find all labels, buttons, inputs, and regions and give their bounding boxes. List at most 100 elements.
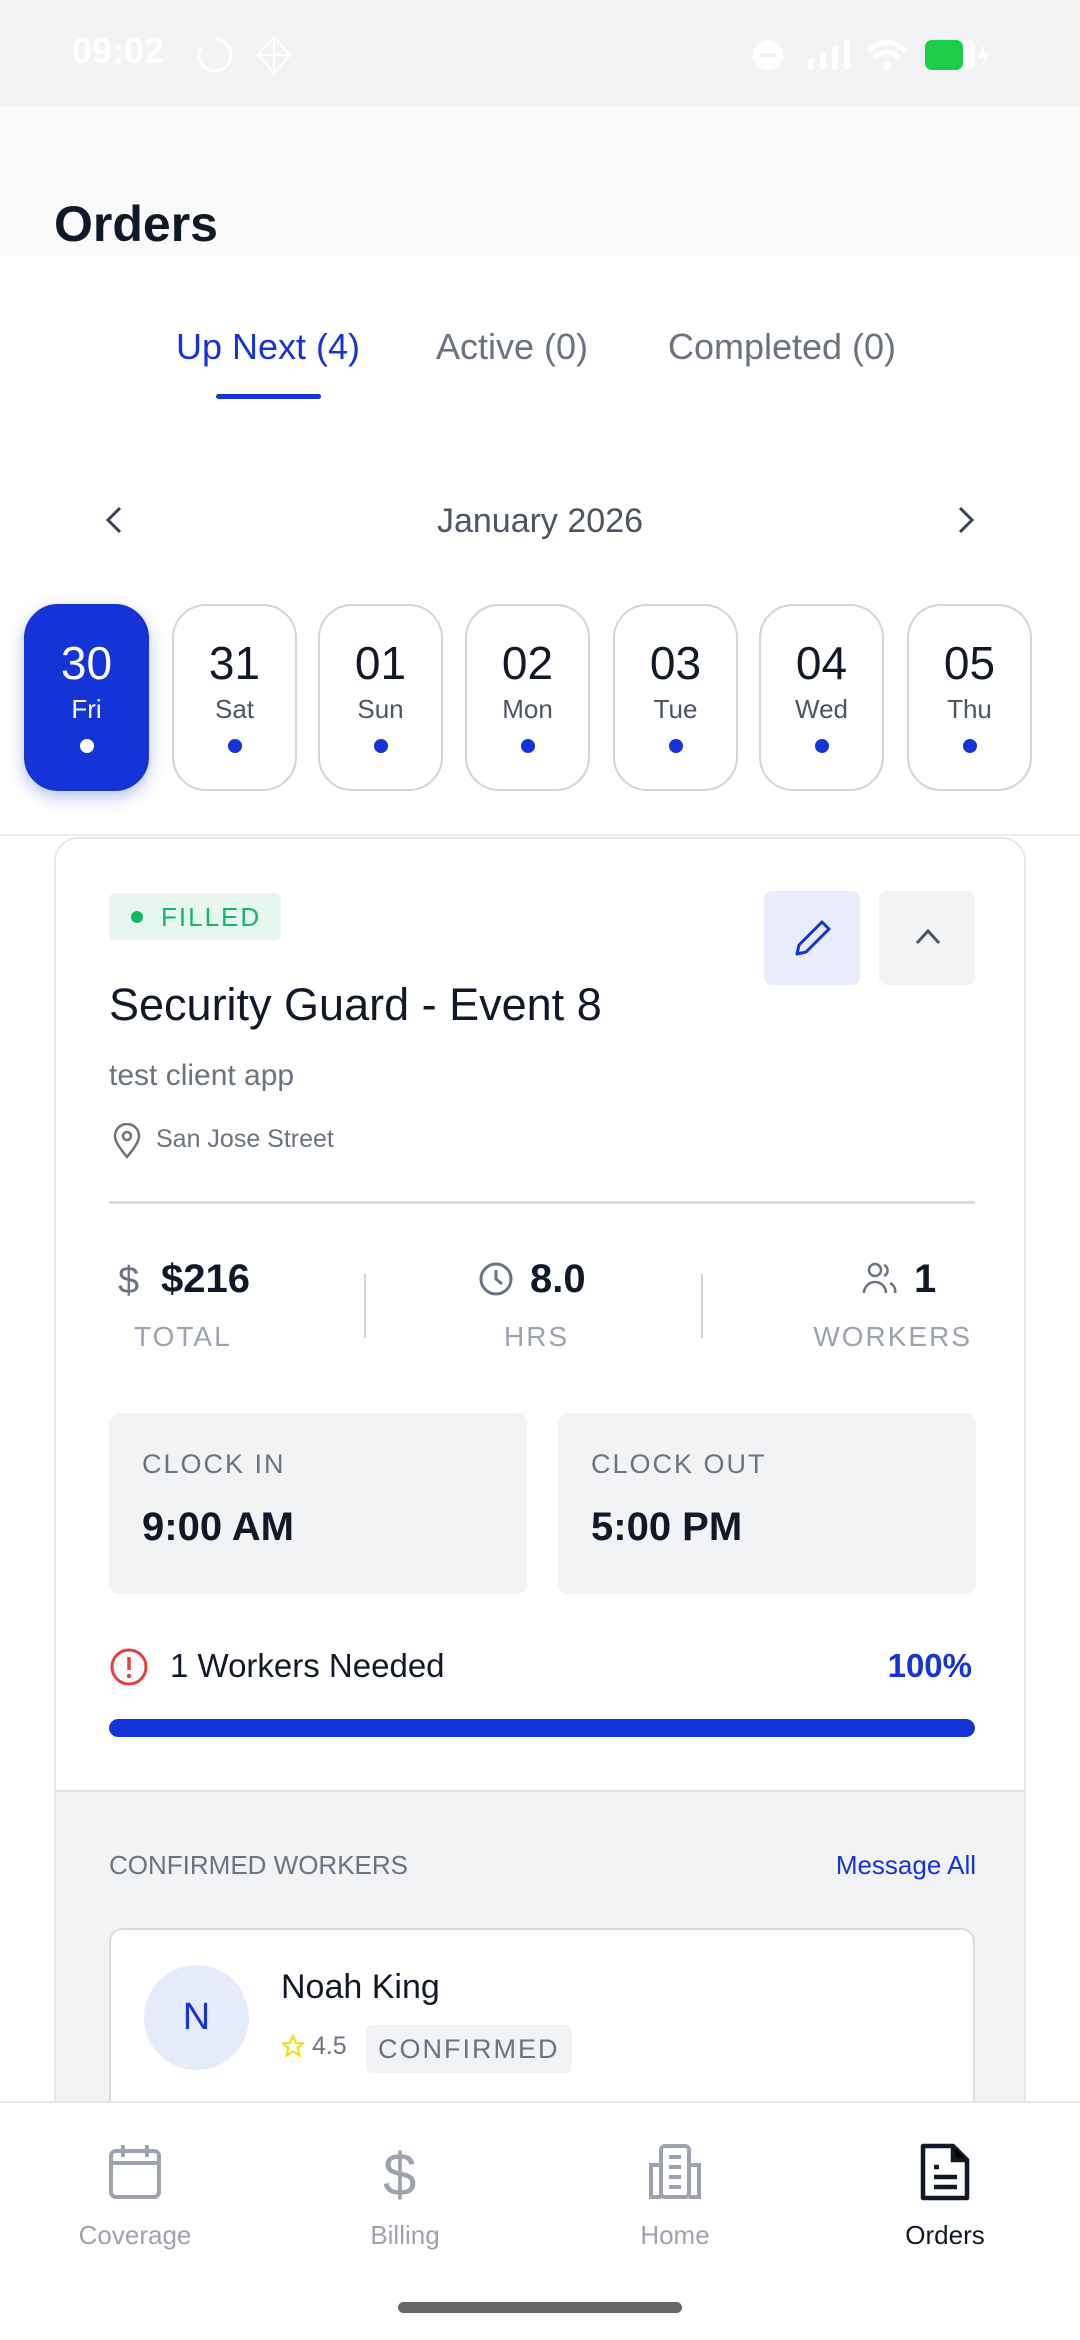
avatar: N xyxy=(144,1965,249,2070)
page-title: Orders xyxy=(54,196,218,252)
collapse-button[interactable] xyxy=(879,891,975,985)
event-dot xyxy=(79,739,94,753)
date-chip[interactable]: 01 Sun xyxy=(318,604,443,791)
worker-status-badge: CONFIRMED xyxy=(366,2025,572,2073)
fill-progress-bar xyxy=(109,1719,975,1737)
alert-circle-icon xyxy=(110,1648,148,1686)
location-text: San Jose Street xyxy=(156,1125,334,1153)
event-dot xyxy=(227,739,242,753)
hours-value: 8.0 xyxy=(530,1257,586,1301)
date-number: 30 xyxy=(60,637,113,689)
pencil-icon xyxy=(795,920,831,956)
date-weekday: Mon xyxy=(502,694,553,724)
divider xyxy=(109,1201,975,1204)
date-chip[interactable]: 04 Wed xyxy=(759,604,884,791)
date-chip[interactable]: 05 Thu xyxy=(907,604,1032,791)
date-weekday: Sat xyxy=(214,694,255,724)
date-weekday: Thu xyxy=(947,694,992,724)
dollar-icon: $ xyxy=(118,1260,139,1299)
fill-percent: 100% xyxy=(887,1647,972,1684)
confirmed-workers-section: CONFIRMED WORKERS Message All N Noah Kin… xyxy=(56,1790,1024,2101)
nav-orders[interactable]: Orders xyxy=(845,2143,1045,2251)
nav-label: Coverage xyxy=(78,2220,192,2250)
clock-in-time: 9:00 AM xyxy=(142,1505,294,1549)
status-dot xyxy=(131,911,143,923)
clock-in-box: CLOCK IN 9:00 AM xyxy=(109,1413,527,1594)
message-all-link[interactable]: Message All xyxy=(835,1850,976,1880)
status-badge: FILLED xyxy=(109,893,281,940)
date-chip[interactable]: 02 Mon xyxy=(465,604,590,791)
tab-up-next[interactable]: Up Next (4) xyxy=(175,326,361,367)
event-dot xyxy=(373,739,388,753)
worker-name: Noah King xyxy=(281,1968,440,2006)
workers-value: 1 xyxy=(914,1257,937,1301)
status-text: FILLED xyxy=(161,902,262,932)
worker-card[interactable]: N Noah King 4.5 CONFIRMED xyxy=(109,1928,975,2101)
order-title: Security Guard - Event 8 xyxy=(109,979,602,1030)
fill-progress xyxy=(109,1719,975,1737)
status-time: 09:02 xyxy=(72,30,165,71)
edit-button[interactable] xyxy=(764,891,860,985)
event-dot xyxy=(814,739,829,753)
svg-text:$: $ xyxy=(383,2143,416,2201)
date-chip[interactable]: 31 Sat xyxy=(172,604,297,791)
tab-underline xyxy=(216,394,321,399)
nav-label: Orders xyxy=(905,2220,985,2250)
status-bar: 09:02 xyxy=(0,0,1080,107)
total-value: $216 xyxy=(161,1257,250,1301)
clock-out-box: CLOCK OUT 5:00 PM xyxy=(558,1413,976,1594)
header xyxy=(0,107,1080,257)
date-chip[interactable]: 30 Fri xyxy=(24,604,149,791)
date-weekday: Wed xyxy=(795,694,848,724)
event-dot xyxy=(668,739,683,753)
chevron-up-icon xyxy=(915,928,941,945)
nav-home[interactable]: Home xyxy=(575,2143,775,2251)
status-icons xyxy=(753,39,990,70)
date-number: 03 xyxy=(649,637,702,689)
order-card[interactable]: FILLED Security Guard - Event 8 test cli… xyxy=(54,837,1026,2101)
prev-month-chevron-icon[interactable] xyxy=(100,505,130,535)
stat-divider xyxy=(364,1274,366,1338)
nav-coverage[interactable]: Coverage xyxy=(35,2143,235,2251)
home-indicator[interactable] xyxy=(398,2302,682,2313)
document-icon xyxy=(920,2143,970,2201)
divider xyxy=(0,834,1080,836)
clock-out-label: CLOCK OUT xyxy=(591,1449,767,1479)
date-chip[interactable]: 03 Tue xyxy=(613,604,738,791)
date-weekday: Sun xyxy=(357,694,404,724)
date-weekday: Fri xyxy=(71,694,102,724)
event-dot xyxy=(962,739,977,753)
workers-needed: 1 Workers Needed xyxy=(170,1647,445,1684)
date-number: 05 xyxy=(943,637,996,689)
date-weekday: Tue xyxy=(653,694,698,724)
date-number: 01 xyxy=(354,637,407,689)
date-number: 04 xyxy=(795,637,848,689)
client-name: test client app xyxy=(109,1059,295,1092)
bottom-nav: Coverage $ Billing Home Orders xyxy=(0,2101,1080,2340)
building-icon xyxy=(649,2144,701,2199)
workers-label: WORKERS xyxy=(813,1321,972,1352)
month-label: January 2026 xyxy=(436,502,644,540)
app-diamond-icon xyxy=(256,35,292,75)
next-month-chevron-icon[interactable] xyxy=(950,505,980,535)
tab-active[interactable]: Active (0) xyxy=(435,326,589,367)
nav-label: Home xyxy=(640,2220,710,2250)
svg-text:$: $ xyxy=(118,1260,139,1299)
location-pin-icon xyxy=(113,1123,141,1159)
loading-icon xyxy=(197,37,233,73)
clock-out-time: 5:00 PM xyxy=(591,1505,743,1549)
users-icon xyxy=(862,1262,897,1294)
star-icon xyxy=(280,2033,306,2058)
event-dot xyxy=(520,739,535,753)
nav-billing[interactable]: $ Billing xyxy=(305,2141,505,2251)
hours-label: HRS xyxy=(504,1321,570,1352)
clock-in-label: CLOCK IN xyxy=(142,1449,286,1479)
clock-icon xyxy=(479,1262,513,1296)
tab-completed[interactable]: Completed (0) xyxy=(667,326,897,367)
stat-divider xyxy=(701,1274,703,1338)
dollar-icon: $ xyxy=(383,2141,416,2208)
worker-rating: 4.5 xyxy=(280,2032,347,2061)
date-number: 02 xyxy=(501,637,554,689)
nav-label: Billing xyxy=(370,2220,440,2250)
calendar-icon xyxy=(109,2145,161,2199)
